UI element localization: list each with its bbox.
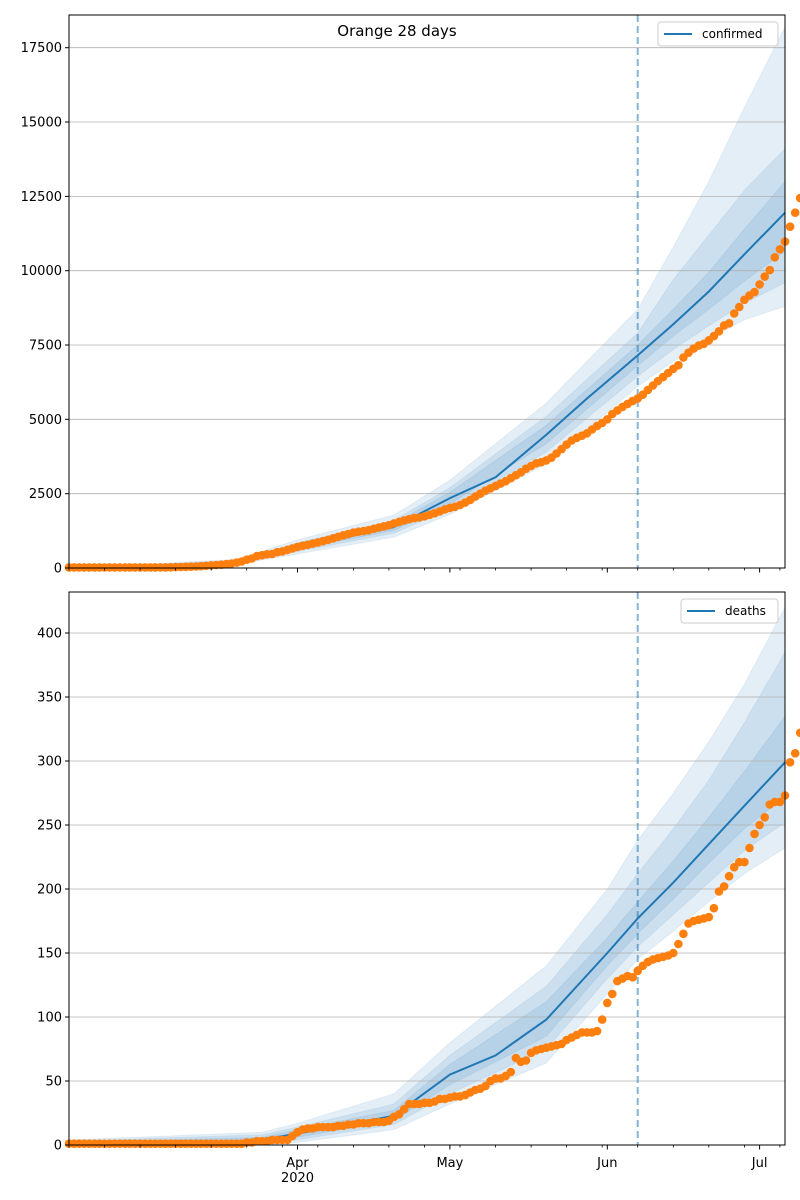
observed-point bbox=[775, 797, 785, 807]
y-tick-label: 5000 bbox=[29, 413, 62, 428]
confirmed-y-axis: 0 2500 5000 7500 10000 12500 15000 17500 bbox=[21, 41, 69, 577]
observed-point bbox=[795, 728, 800, 738]
y-tick-label: 12500 bbox=[21, 190, 62, 205]
confirmed-panel: 0 2500 5000 7500 10000 12500 15000 17500 Orange… bbox=[21, 14, 800, 577]
observed-point bbox=[795, 193, 800, 203]
y-tick-label: 0 bbox=[54, 562, 62, 577]
observed-point bbox=[765, 265, 775, 275]
y-tick-label: 400 bbox=[37, 627, 62, 642]
confirmed-plot-frame bbox=[68, 14, 786, 569]
observed-point bbox=[674, 360, 683, 370]
observed-point bbox=[785, 222, 795, 231]
observed-point bbox=[714, 327, 724, 336]
confirmed-legend: confirmed bbox=[657, 21, 779, 47]
y-tick-label: 7500 bbox=[29, 339, 62, 354]
confirmed-observed-points bbox=[64, 193, 800, 572]
observed-point bbox=[608, 989, 617, 999]
observed-point bbox=[603, 998, 612, 1008]
x-tick-label: May bbox=[436, 1156, 463, 1171]
y-tick-label: 200 bbox=[37, 883, 62, 898]
y-tick-label: 100 bbox=[37, 1011, 62, 1026]
x-tick-label: Jul bbox=[751, 1156, 768, 1171]
observed-point bbox=[592, 1026, 602, 1036]
observed-point bbox=[790, 749, 800, 758]
observed-point bbox=[674, 939, 683, 949]
observed-point bbox=[760, 272, 769, 281]
observed-point bbox=[709, 903, 719, 913]
observed-point bbox=[724, 319, 734, 328]
legend-label: deaths bbox=[725, 604, 766, 618]
y-tick-label: 300 bbox=[37, 755, 62, 770]
observed-point bbox=[785, 758, 795, 767]
observed-point bbox=[521, 1056, 531, 1065]
y-tick-label: 50 bbox=[45, 1075, 62, 1090]
observed-point bbox=[597, 1015, 607, 1024]
y-tick-label: 10000 bbox=[21, 264, 62, 279]
y-tick-label: 250 bbox=[37, 819, 62, 834]
x-tick-label: Jun bbox=[596, 1156, 617, 1171]
confirmed-x-axis bbox=[68, 568, 781, 573]
observed-point bbox=[506, 1067, 516, 1077]
observed-point bbox=[669, 948, 678, 958]
observed-point bbox=[729, 309, 739, 318]
deaths-plot-frame bbox=[68, 591, 786, 1146]
observed-point bbox=[740, 857, 749, 867]
observed-point bbox=[770, 252, 780, 262]
chart-title: Orange 28 days bbox=[337, 22, 457, 40]
legend-box bbox=[680, 598, 779, 624]
y-tick-label: 17500 bbox=[21, 41, 62, 56]
observed-point bbox=[735, 302, 744, 312]
observed-point bbox=[790, 208, 800, 217]
y-tick-label: 2500 bbox=[29, 487, 62, 502]
observed-point bbox=[750, 829, 759, 839]
observed-point bbox=[760, 813, 769, 822]
deaths-y-axis: 0 50 100 150 200 250 300 350 400 bbox=[37, 627, 69, 1154]
legend-box bbox=[657, 21, 779, 47]
observed-point bbox=[755, 280, 764, 289]
legend-label: confirmed bbox=[702, 27, 763, 41]
observed-point bbox=[750, 287, 759, 297]
y-tick-label: 150 bbox=[37, 947, 62, 962]
deaths-observed-points bbox=[64, 728, 800, 1148]
observed-point bbox=[719, 882, 729, 891]
observed-point bbox=[679, 929, 688, 939]
observed-point bbox=[704, 912, 714, 922]
x-tick-sublabel: 2020 bbox=[281, 1171, 314, 1186]
observed-point bbox=[628, 973, 637, 982]
deaths-legend: deaths bbox=[680, 598, 779, 624]
observed-point bbox=[775, 245, 785, 254]
y-tick-label: 0 bbox=[54, 1139, 62, 1154]
observed-point bbox=[755, 820, 764, 830]
observed-point bbox=[724, 871, 734, 881]
y-tick-label: 15000 bbox=[21, 116, 62, 131]
observed-point bbox=[745, 843, 754, 853]
y-tick-label: 350 bbox=[37, 691, 62, 706]
x-tick-label: Apr bbox=[286, 1156, 309, 1171]
